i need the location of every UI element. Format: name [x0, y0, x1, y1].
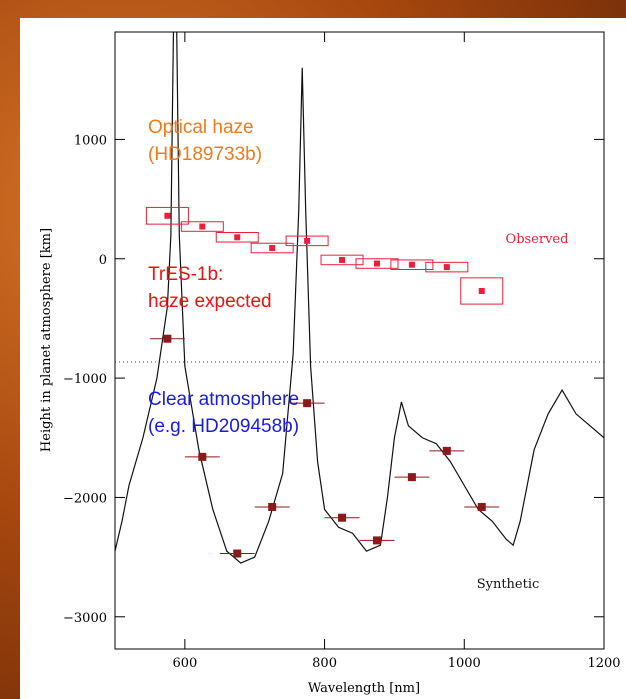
- y-tick-label: −1000: [63, 372, 107, 387]
- observed-box: [180, 221, 224, 232]
- binned-point: [372, 536, 381, 545]
- observed-point: [304, 237, 311, 244]
- binned-point: [163, 334, 172, 343]
- observed-point: [164, 212, 171, 219]
- observed-point: [269, 245, 276, 252]
- binned-point: [338, 513, 347, 522]
- x-tick-label: 1000: [448, 656, 481, 671]
- synthetic-spectrum: [115, 32, 604, 564]
- x-tick-label: 800: [312, 656, 337, 671]
- y-axis-label: Height in planet atmosphere [km]: [39, 228, 54, 452]
- observed-point: [339, 256, 346, 263]
- x-tick-label: 1200: [587, 656, 620, 671]
- series-label: Synthetic: [477, 577, 540, 592]
- observed-point: [408, 261, 415, 268]
- observed-point: [478, 287, 485, 294]
- observed-box: [425, 261, 469, 273]
- observed-box: [460, 277, 504, 305]
- binned-point: [303, 399, 312, 408]
- observed-box: [250, 242, 294, 254]
- binned-point: [442, 446, 451, 455]
- x-axis-label: Wavelength [nm]: [308, 681, 420, 696]
- observed-point: [199, 223, 206, 230]
- observed-point: [373, 260, 380, 267]
- observed-point: [234, 234, 241, 241]
- y-tick-label: 1000: [74, 133, 107, 148]
- observed-point: [443, 264, 450, 271]
- y-tick-label: 0: [99, 253, 107, 268]
- observed-box: [145, 206, 189, 225]
- binned-point: [233, 549, 242, 558]
- plot-area: [115, 32, 604, 564]
- annotation: Clear atmosphere: [148, 389, 299, 410]
- binned-point: [407, 473, 416, 482]
- annotation: haze expected: [148, 291, 272, 312]
- observed-box: [390, 259, 434, 270]
- observed-box: [285, 235, 329, 247]
- panel: [20, 18, 626, 699]
- annotation: (e.g. HD209458b): [148, 416, 299, 437]
- y-tick-label: −2000: [63, 491, 107, 506]
- x-tick-label: 600: [172, 656, 197, 671]
- binned-point: [268, 502, 277, 511]
- series-label: Observed: [506, 232, 569, 247]
- annotation: TrES-1b:: [148, 264, 223, 285]
- observed-box: [355, 258, 399, 269]
- binned-point: [198, 452, 207, 461]
- binned-point: [477, 502, 486, 511]
- observed-box: [215, 231, 259, 243]
- annotation: (HD189733b): [148, 144, 262, 165]
- annotation: Optical haze: [148, 117, 254, 138]
- plot-frame: [114, 31, 605, 650]
- observed-box: [320, 254, 364, 266]
- y-tick-label: −3000: [63, 611, 107, 626]
